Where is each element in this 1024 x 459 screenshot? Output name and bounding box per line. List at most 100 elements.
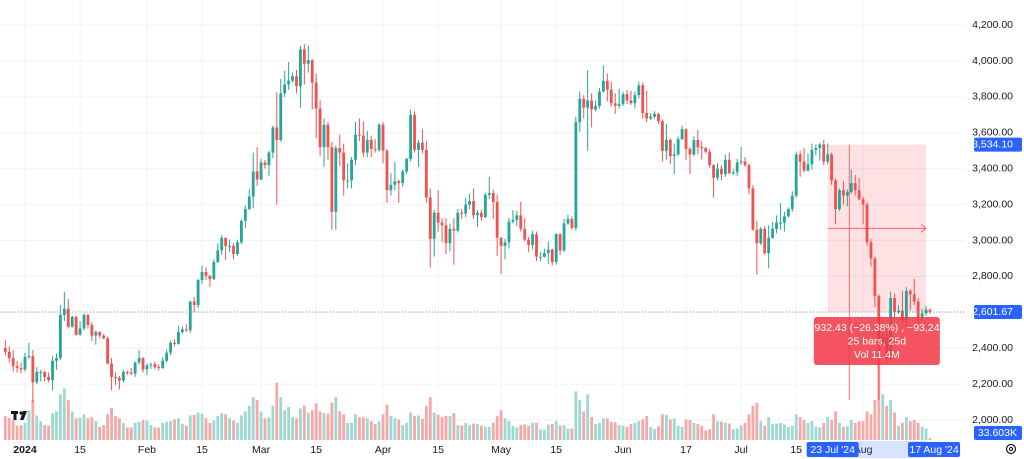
candle-body xyxy=(503,242,507,246)
candle-body xyxy=(58,315,62,359)
volume-bar xyxy=(594,424,597,440)
candle-body xyxy=(523,228,527,240)
volume-bar xyxy=(901,422,904,440)
volume-bar xyxy=(834,411,837,440)
candle-body xyxy=(27,356,31,358)
volume-bar xyxy=(118,418,121,440)
volume-bar xyxy=(267,417,271,440)
candle-body xyxy=(818,144,822,149)
candle-body xyxy=(684,129,688,149)
volume-bar xyxy=(865,411,869,440)
volume-bar xyxy=(165,421,169,440)
x-tick-label: May xyxy=(491,444,512,456)
candle-body xyxy=(775,222,778,229)
candle-body xyxy=(287,80,291,85)
candle-body xyxy=(653,113,656,117)
y-tick-label: 3,200.00 xyxy=(972,198,1013,210)
logo-part xyxy=(13,411,17,420)
candle-body xyxy=(90,324,94,336)
settings-button[interactable] xyxy=(1005,443,1017,455)
volume-bar xyxy=(361,417,365,440)
candle-body xyxy=(299,49,302,87)
volume-bar xyxy=(283,410,287,440)
volume-bar xyxy=(330,402,334,440)
candle-body xyxy=(373,148,377,150)
volume-bar xyxy=(436,414,440,440)
volume-bar xyxy=(255,400,259,440)
candle-body xyxy=(314,82,318,109)
volume-bar xyxy=(818,427,822,440)
volume-bar xyxy=(904,417,908,440)
logo xyxy=(11,411,27,420)
candle-body xyxy=(365,140,369,153)
from-date-label-box xyxy=(806,442,859,457)
measure-price-label-box xyxy=(974,137,1022,152)
candle-body xyxy=(798,154,802,162)
volume-bar xyxy=(200,413,204,440)
candle-body xyxy=(869,242,873,259)
candle-body xyxy=(114,376,117,378)
volume-bar xyxy=(523,424,527,440)
candle-body xyxy=(853,183,857,191)
volume-bar xyxy=(664,414,668,440)
candle-body xyxy=(3,348,7,352)
volume-bar xyxy=(578,400,582,440)
candle-body xyxy=(82,315,86,329)
volume-bar xyxy=(251,397,255,440)
last-price-label-box xyxy=(974,305,1022,320)
candle-body xyxy=(668,140,672,157)
volume-bar xyxy=(767,417,771,440)
candle-body xyxy=(188,301,192,331)
candle-body xyxy=(704,148,708,152)
candle-body xyxy=(790,195,794,210)
candle-body xyxy=(897,310,900,313)
x-tick-label: Jun xyxy=(615,444,632,456)
candle-body xyxy=(755,229,759,244)
volume-bar xyxy=(869,414,873,440)
candle-body xyxy=(680,129,684,140)
candle-body xyxy=(539,256,542,258)
volume-bar xyxy=(712,414,715,440)
candle-body xyxy=(873,258,877,297)
volume-bar xyxy=(393,418,397,440)
candle-body xyxy=(625,94,629,101)
volume-bar xyxy=(688,420,692,440)
candle-body xyxy=(55,358,58,361)
candle-body xyxy=(723,159,727,175)
candle-body xyxy=(582,98,586,108)
candle-body xyxy=(232,245,235,254)
volume-bar xyxy=(27,410,31,440)
candle-body xyxy=(153,364,157,368)
volume-bar xyxy=(908,421,912,440)
volume-bar xyxy=(495,416,499,440)
volume-bar xyxy=(259,411,263,440)
y-tick-label: 3,800.00 xyxy=(972,91,1013,103)
candle-body xyxy=(912,294,916,302)
candle-body xyxy=(94,332,98,336)
volume-bar xyxy=(743,422,747,440)
volume-bar xyxy=(114,416,117,440)
volume-bar xyxy=(271,405,275,440)
candle-body xyxy=(125,371,129,373)
candle-body xyxy=(157,367,161,369)
volume-bar xyxy=(519,425,523,440)
candle-body xyxy=(129,372,133,374)
volume-bar xyxy=(121,422,125,440)
candle-body xyxy=(849,183,853,193)
candle-body xyxy=(291,76,294,81)
candle-body xyxy=(751,188,755,230)
candle-body xyxy=(397,181,401,184)
y-tick-label: 2,000.00 xyxy=(972,414,1013,426)
candle-body xyxy=(759,228,763,244)
candle-body xyxy=(196,280,200,306)
candle-body xyxy=(385,150,389,191)
volume-bar xyxy=(247,405,251,440)
volume-bar xyxy=(747,414,751,440)
candle-body xyxy=(712,165,715,178)
volume-bar xyxy=(779,422,782,440)
volume-bar xyxy=(849,420,853,440)
volume-bar xyxy=(11,420,15,440)
volume-bar xyxy=(491,422,495,440)
volume-bar xyxy=(617,425,621,440)
volume-bar xyxy=(897,425,900,440)
